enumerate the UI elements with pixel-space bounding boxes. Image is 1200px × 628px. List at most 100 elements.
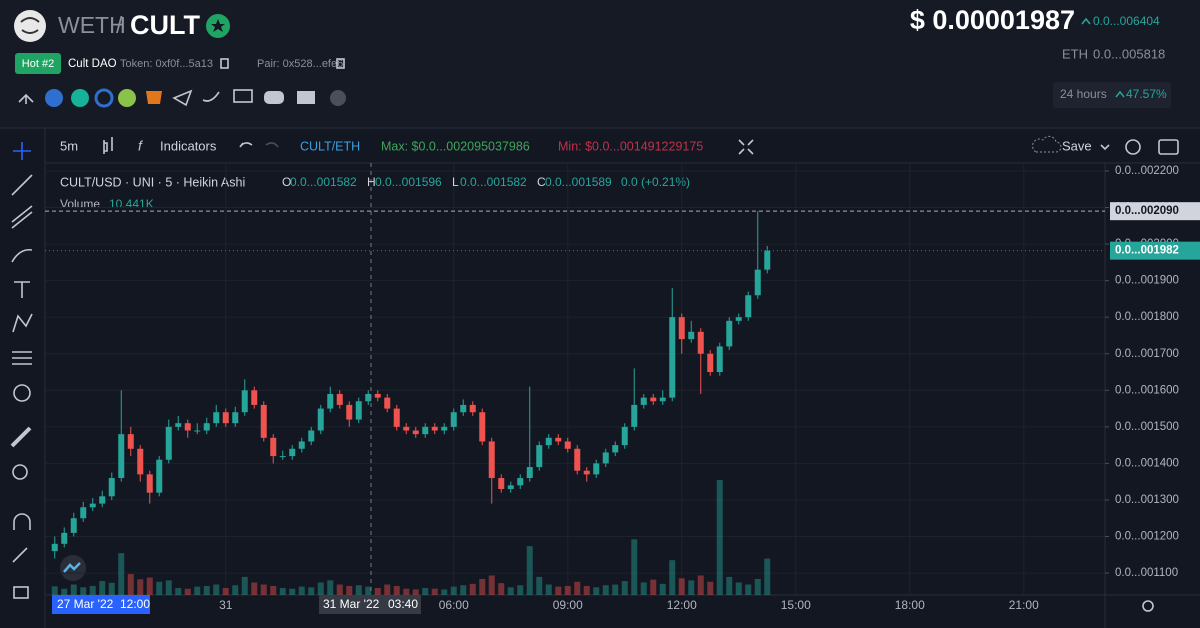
- y-tick-label: 0.0...001700: [1115, 348, 1179, 360]
- fib-tool[interactable]: [11, 205, 33, 229]
- indicators[interactable]: Indicators: [160, 138, 217, 153]
- candle-body: [251, 390, 258, 405]
- candle-body: [146, 474, 153, 493]
- discord-icon[interactable]: [264, 91, 284, 104]
- range-start-date: 27 Mar '22: [57, 597, 114, 611]
- volume-bar: [488, 575, 495, 595]
- crosshair-tool[interactable]: [13, 142, 31, 160]
- candle-body: [612, 445, 619, 453]
- fullscreen-icon[interactable]: [738, 139, 754, 155]
- token-logo: [14, 10, 46, 42]
- metamask-icon[interactable]: [146, 91, 162, 104]
- volume-bar: [393, 585, 400, 595]
- x-tick-label: 18:00: [895, 598, 925, 612]
- candle-body: [165, 426, 172, 460]
- y-tick-label: 0.0...001500: [1115, 421, 1179, 433]
- candle-body: [232, 412, 239, 424]
- lock-tool[interactable]: [13, 586, 29, 599]
- camera-icon[interactable]: [1158, 139, 1179, 155]
- candle-body: [308, 430, 315, 442]
- legend-key: L: [452, 175, 459, 189]
- candle-body: [659, 397, 666, 402]
- candle-body: [336, 393, 343, 405]
- candle-body: [469, 404, 476, 413]
- volume-bar: [716, 480, 723, 595]
- volume-bar: [754, 578, 761, 595]
- candle-body: [194, 430, 201, 432]
- volume-bar: [726, 576, 733, 595]
- volume-bar: [545, 584, 552, 595]
- pattern-tool[interactable]: [12, 313, 33, 333]
- chevron[interactable]: [1100, 144, 1110, 151]
- candle-body: [99, 496, 106, 504]
- candle-body: [137, 448, 144, 475]
- emoji-tool[interactable]: [13, 384, 31, 402]
- fx-icon[interactable]: f: [138, 138, 144, 154]
- candle-body: [602, 452, 609, 464]
- redo-icon[interactable]: [265, 142, 279, 148]
- ruler-tool[interactable]: [10, 426, 32, 448]
- base-symbol: WETH: [58, 12, 126, 38]
- candle-body: [526, 467, 533, 479]
- volume-bar: [194, 586, 201, 595]
- telegram-icon[interactable]: [172, 89, 193, 107]
- y-tick-label: 0.0...001600: [1115, 384, 1179, 396]
- interval[interactable]: 5m: [60, 138, 78, 153]
- volume-bar: [127, 574, 134, 595]
- period-box[interactable]: [1053, 82, 1171, 108]
- tv-logo-mark: [63, 562, 81, 573]
- volume-bar: [203, 585, 210, 595]
- share-icon[interactable]: [18, 93, 34, 104]
- drawing-toolbar: [10, 142, 33, 599]
- website-icon[interactable]: [233, 89, 253, 103]
- candle-body: [450, 412, 457, 427]
- axis-settings-icon[interactable]: [1142, 600, 1154, 612]
- undo-icon[interactable]: [239, 142, 253, 148]
- candle-body: [213, 412, 220, 424]
- link-icon[interactable]: [45, 89, 63, 107]
- volume-bar: [146, 577, 153, 595]
- volume-bar: [156, 581, 163, 595]
- legend-value: 0.0...001596: [375, 175, 442, 189]
- copy-icon[interactable]: [336, 58, 345, 69]
- candle-body: [669, 317, 676, 398]
- volume-bar: [526, 546, 533, 595]
- candle-body: [460, 404, 467, 413]
- volume-bar: [308, 587, 315, 595]
- volume-bar: [688, 580, 695, 595]
- brush-tool[interactable]: [11, 248, 33, 263]
- mail-icon[interactable]: [297, 91, 315, 104]
- candle-body: [222, 412, 229, 424]
- facebook-icon[interactable]: [330, 90, 346, 106]
- hot-badge[interactable]: [15, 53, 61, 74]
- volume-bar: [583, 585, 590, 595]
- save-button[interactable]: Save: [1062, 138, 1092, 153]
- pair-switch[interactable]: CULT/ETH: [300, 139, 360, 153]
- price-change: 0.0...006404: [1093, 14, 1160, 28]
- candle-body: [507, 485, 514, 489]
- trendline-tool[interactable]: [11, 174, 33, 196]
- volume-bar: [517, 585, 524, 595]
- copy-icon[interactable]: [220, 58, 229, 69]
- text-tool[interactable]: [14, 281, 30, 298]
- volume-bar: [222, 588, 229, 595]
- link-icon[interactable]: [94, 88, 114, 108]
- twitter-icon[interactable]: [202, 91, 220, 102]
- candle-body: [726, 320, 733, 347]
- draw-mode-tool[interactable]: [12, 547, 28, 563]
- link-icon[interactable]: [118, 89, 136, 107]
- settings-icon[interactable]: [1125, 139, 1141, 155]
- volume-bar: [61, 588, 68, 595]
- link-icon[interactable]: [71, 89, 89, 107]
- price-label: 0.0...001982: [1115, 245, 1179, 257]
- volume-bar: [678, 578, 685, 595]
- zoom-tool[interactable]: [12, 464, 28, 480]
- volume-bar: [469, 583, 476, 595]
- candle-body: [754, 269, 761, 296]
- magnet-tool[interactable]: [13, 513, 31, 530]
- prediction-tool[interactable]: [12, 351, 32, 365]
- volume-bar: [735, 582, 742, 595]
- volume-bar: [89, 585, 96, 595]
- up-arrow: [1081, 17, 1091, 25]
- chart-type-icon[interactable]: [103, 137, 113, 154]
